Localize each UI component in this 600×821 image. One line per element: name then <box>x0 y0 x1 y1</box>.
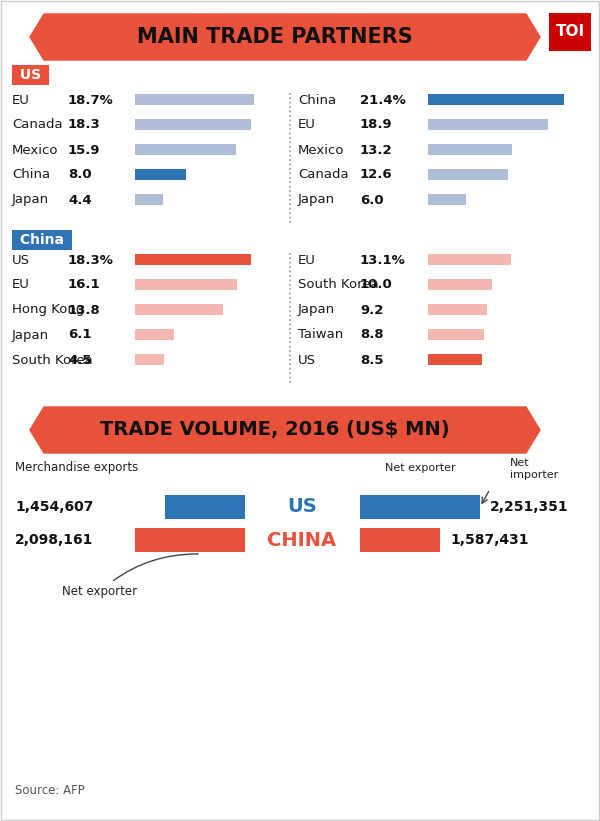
Text: Japan: Japan <box>298 304 335 317</box>
Text: 13.1%: 13.1% <box>360 254 406 267</box>
Text: Source: AFP: Source: AFP <box>15 783 85 796</box>
Bar <box>135 169 186 181</box>
Text: Japan: Japan <box>298 194 335 207</box>
Text: US: US <box>298 354 316 366</box>
Text: China: China <box>15 233 69 247</box>
Text: Japan: Japan <box>12 328 49 342</box>
Bar <box>428 120 548 131</box>
Text: US: US <box>287 498 317 516</box>
Text: 2,098,161: 2,098,161 <box>15 533 94 547</box>
Bar <box>135 255 251 265</box>
Text: South Korea: South Korea <box>298 278 379 291</box>
Text: 8.8: 8.8 <box>360 328 383 342</box>
Bar <box>135 120 251 131</box>
Text: Net: Net <box>510 458 530 468</box>
Bar <box>428 355 482 365</box>
Bar <box>135 329 174 341</box>
Text: Mexico: Mexico <box>12 144 59 157</box>
Text: TRADE VOLUME, 2016 (US$ MN): TRADE VOLUME, 2016 (US$ MN) <box>100 420 450 439</box>
Text: CHINA: CHINA <box>268 530 337 549</box>
Text: 6.0: 6.0 <box>360 194 383 207</box>
Text: 18.3: 18.3 <box>68 118 101 131</box>
Text: China: China <box>298 94 336 107</box>
Text: 10.0: 10.0 <box>360 278 393 291</box>
Text: 6.1: 6.1 <box>68 328 91 342</box>
Bar <box>360 528 440 552</box>
Text: Canada: Canada <box>298 168 349 181</box>
Text: 18.9: 18.9 <box>360 118 392 131</box>
Bar <box>135 195 163 205</box>
Text: 4.4: 4.4 <box>68 194 92 207</box>
Text: 8.5: 8.5 <box>360 354 383 366</box>
Polygon shape <box>30 407 540 453</box>
Text: MAIN TRADE PARTNERS: MAIN TRADE PARTNERS <box>137 27 413 47</box>
Text: 21.4%: 21.4% <box>360 94 406 107</box>
Text: Net exporter: Net exporter <box>385 463 455 473</box>
Text: 15.9: 15.9 <box>68 144 101 157</box>
Bar <box>428 169 508 181</box>
Bar <box>549 13 591 51</box>
Text: EU: EU <box>298 254 316 267</box>
Text: 1,454,607: 1,454,607 <box>15 500 94 514</box>
Text: TOI: TOI <box>556 25 584 39</box>
Text: 4.5: 4.5 <box>68 354 91 366</box>
Text: 18.3%: 18.3% <box>68 254 114 267</box>
Bar <box>428 279 491 291</box>
Text: 9.2: 9.2 <box>360 304 383 317</box>
Text: EU: EU <box>12 94 30 107</box>
Text: Japan: Japan <box>12 194 49 207</box>
Text: 8.0: 8.0 <box>68 168 92 181</box>
Bar <box>135 528 245 552</box>
Bar <box>428 195 466 205</box>
Bar <box>428 94 564 106</box>
Text: EU: EU <box>298 118 316 131</box>
Text: Taiwan: Taiwan <box>298 328 343 342</box>
Bar <box>135 279 238 291</box>
Text: Merchandise exports: Merchandise exports <box>15 461 138 475</box>
Text: South Korea: South Korea <box>12 354 93 366</box>
Text: 13.2: 13.2 <box>360 144 392 157</box>
Text: 18.7%: 18.7% <box>68 94 114 107</box>
Text: US: US <box>15 68 46 82</box>
Bar <box>165 495 245 519</box>
Bar <box>135 94 254 106</box>
Text: Hong Kong: Hong Kong <box>12 304 85 317</box>
Text: 2,251,351: 2,251,351 <box>490 500 569 514</box>
Text: 1,587,431: 1,587,431 <box>450 533 529 547</box>
Text: Mexico: Mexico <box>298 144 344 157</box>
Bar <box>428 144 512 155</box>
Bar <box>428 305 487 315</box>
Bar <box>135 355 164 365</box>
Text: 16.1: 16.1 <box>68 278 101 291</box>
Text: 13.8: 13.8 <box>68 304 101 317</box>
Polygon shape <box>30 14 540 60</box>
Text: Net exporter: Net exporter <box>62 554 198 598</box>
Bar <box>428 255 511 265</box>
Text: 12.6: 12.6 <box>360 168 392 181</box>
Bar <box>135 305 223 315</box>
Text: US: US <box>12 254 30 267</box>
Text: importer: importer <box>510 470 558 480</box>
Text: EU: EU <box>12 278 30 291</box>
Text: Canada: Canada <box>12 118 62 131</box>
Text: China: China <box>12 168 50 181</box>
Bar <box>428 329 484 341</box>
Bar <box>360 495 480 519</box>
Bar <box>135 144 236 155</box>
